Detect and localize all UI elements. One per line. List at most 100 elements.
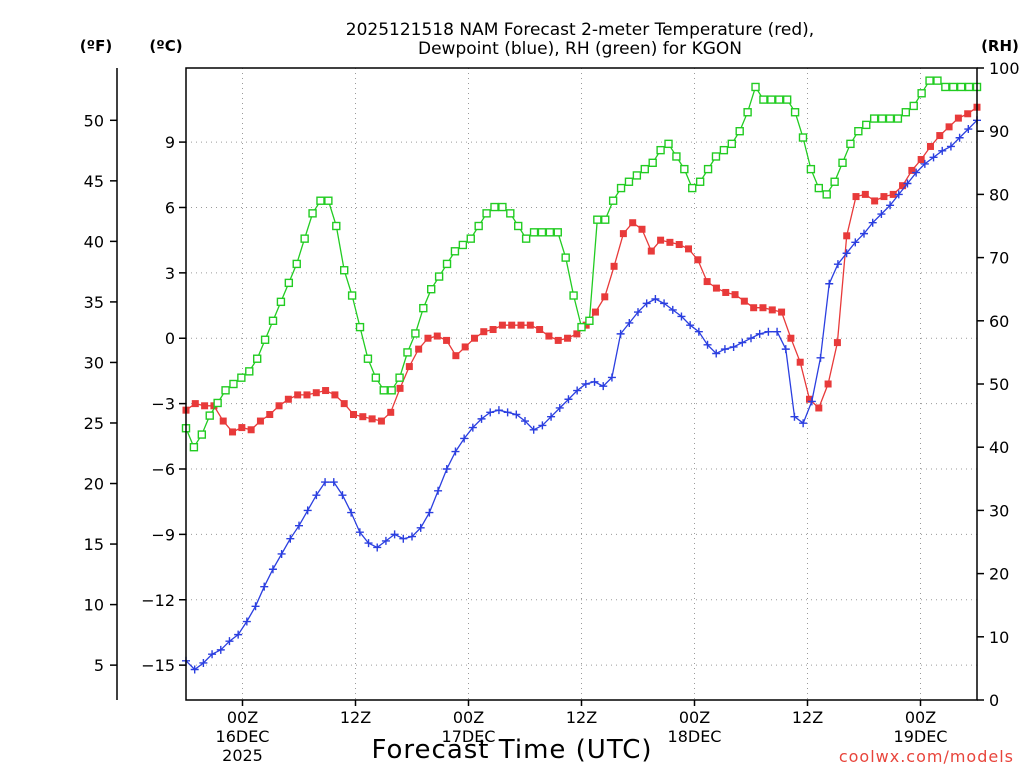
data-point [593,215,602,224]
data-point [395,373,404,382]
data-point [260,582,269,591]
data-point [750,304,758,312]
data-point [508,321,516,329]
data-point [433,332,441,340]
gridlines [186,68,977,700]
x-tick-date: 17DEC [442,727,496,746]
data-point [468,423,477,432]
data-point [399,534,408,543]
data-point [955,133,964,142]
data-point [908,166,916,174]
data-point [816,353,825,362]
data-point [466,234,475,243]
data-point [666,238,674,246]
data-point [675,241,683,249]
data-point [451,447,460,456]
data-point [624,177,634,186]
data-point [373,543,382,552]
data-point [268,565,277,574]
data-point [340,266,349,275]
x-tick-label: 00Z [453,708,484,727]
rh-tick-label: 100 [989,59,1020,78]
data-point [561,253,570,262]
data-point [189,443,199,452]
data-point [608,196,618,205]
series-line [185,119,978,671]
data-point [294,391,302,399]
data-point [517,321,525,329]
data-point [759,95,768,104]
data-point [286,534,295,543]
rh-tick-label: 70 [989,249,1009,268]
chart-title-line-2: Dewpoint (blue), RH (green) for KGON [418,39,742,59]
data-point [569,291,578,300]
data-point [894,190,903,199]
data-point [773,327,782,336]
data-point [581,380,590,388]
data-point [355,322,365,332]
data-point [425,508,434,517]
data-point [529,425,538,434]
data-point [686,321,695,330]
data-point [424,334,432,342]
data-point [787,334,795,342]
data-point [964,110,972,118]
x-tick-date: 19DEC [894,727,948,746]
data-point [573,386,582,395]
data-point [688,183,697,193]
data-point [338,491,347,500]
data-point [740,297,748,305]
x-tick-label: 00Z [227,708,258,727]
chart-title-line-1: 2025121518 NAM Forecast 2-meter Temperat… [346,20,814,40]
fahrenheit-tick-label: 10 [84,596,104,615]
rh-tick-label: 0 [989,691,999,710]
data-point [219,417,227,425]
data-point [712,284,720,292]
data-point [719,145,729,155]
data-point [427,285,436,294]
data-point [537,228,547,237]
data-point [807,397,816,406]
data-point [350,411,358,419]
data-point [312,389,320,397]
data-point [657,236,665,244]
data-point [616,183,626,193]
data-point [764,327,773,336]
data-point [205,411,214,420]
data-point [547,412,556,421]
data-point [416,523,425,532]
data-point [711,152,721,161]
data-point [647,247,655,255]
data-point [498,202,507,212]
data-point [252,354,262,363]
x-tick-label: 00Z [905,708,936,727]
data-point [860,229,868,238]
fahrenheit-tick-label: 20 [84,475,104,494]
data-point [490,202,499,212]
data-point [191,400,199,408]
data-point [790,108,800,117]
data-point [316,196,325,205]
rh-tick-label: 30 [989,501,1009,520]
data-point [703,164,713,174]
data-point [782,95,792,104]
plot-frame [185,67,978,701]
data-point [917,156,925,164]
data-point [506,209,515,218]
data-point [781,345,790,354]
data-point [648,158,657,168]
data-point [936,132,944,140]
data-point [434,486,443,495]
data-point [672,152,681,161]
fahrenheit-tick-label: 50 [84,111,104,130]
data-point [268,316,278,325]
data-point [312,491,321,500]
data-point [775,95,784,104]
data-point [355,528,364,537]
data-point [727,139,736,149]
data-point [755,329,764,338]
data-point [545,332,553,340]
data-point [225,637,234,646]
data-point [470,334,478,342]
